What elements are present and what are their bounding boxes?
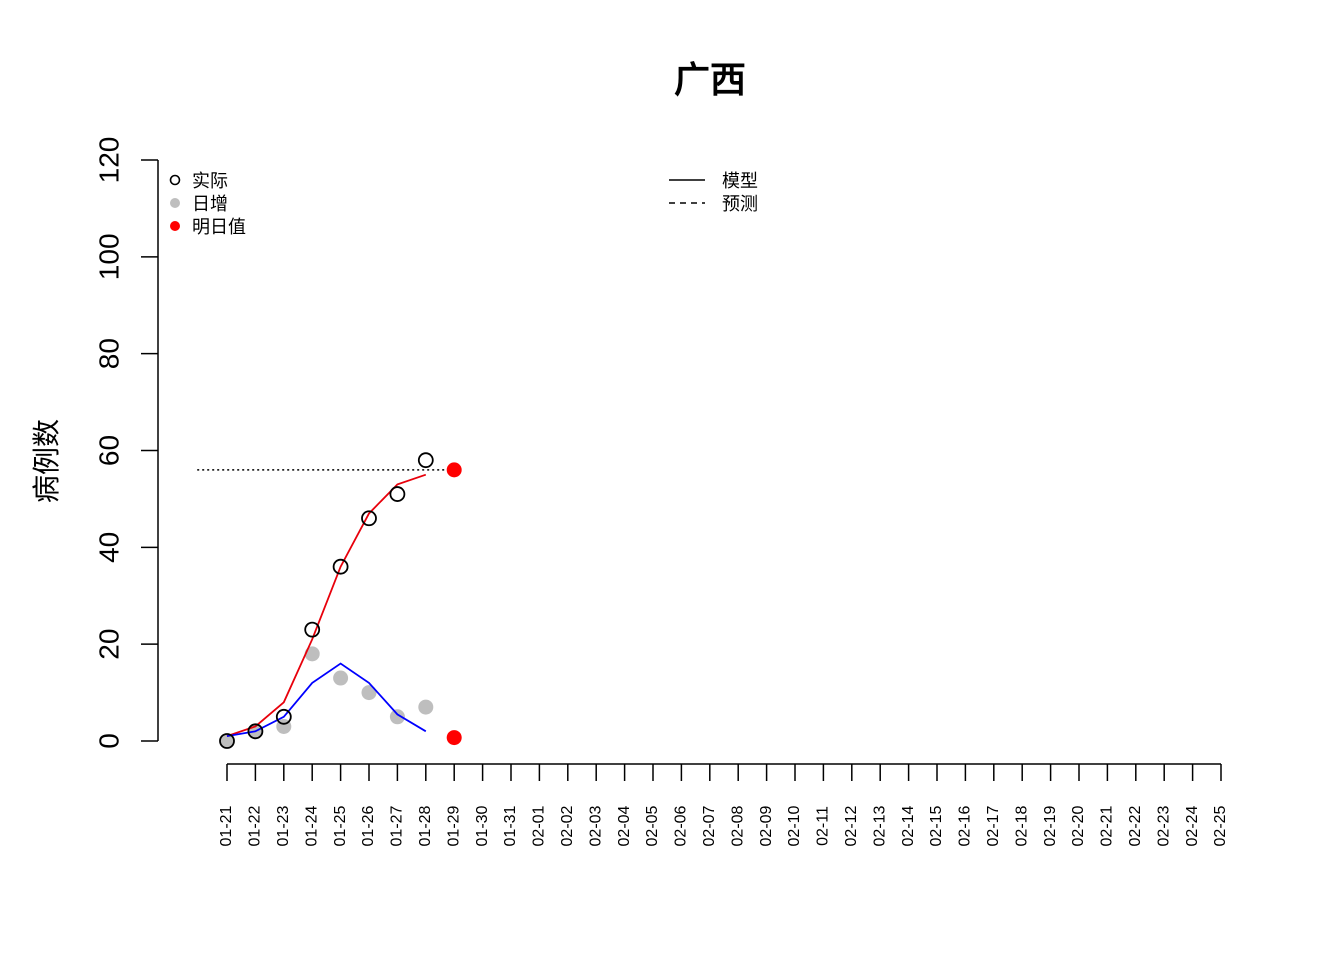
x-tick-label: 02-21	[1099, 805, 1116, 846]
x-tick-label: 01-25	[332, 805, 349, 846]
next-day-point	[446, 462, 462, 478]
actual-point	[417, 452, 434, 469]
x-tick-label: 02-06	[673, 805, 690, 846]
x-tick-label: 02-04	[616, 805, 633, 846]
x-tick-label: 01-21	[218, 805, 235, 846]
x-tick-label: 02-05	[644, 805, 661, 846]
actual-point	[219, 733, 235, 749]
x-tick-label: 01-27	[389, 805, 406, 846]
legend-marker	[169, 174, 181, 186]
y-tick-label: 20	[93, 629, 124, 660]
x-tick-label: 01-31	[502, 805, 519, 846]
x-tick-label: 01-26	[360, 805, 377, 846]
chart-title: 广西	[674, 60, 746, 101]
actual-point	[304, 621, 321, 638]
x-tick-label: 02-01	[531, 805, 548, 846]
y-tick-label: 60	[93, 435, 124, 466]
x-tick-label: 01-30	[474, 805, 491, 846]
series-layer	[197, 452, 462, 749]
legend-label: 明日值	[192, 217, 246, 238]
y-tick-label: 80	[93, 338, 124, 369]
daily-point	[304, 646, 320, 662]
x-tick-label: 02-22	[1127, 805, 1144, 846]
x-tick-label: 02-08	[729, 805, 746, 846]
x-tick-label: 02-24	[1184, 805, 1201, 846]
x-tick-label: 02-13	[871, 805, 888, 846]
actual-point	[361, 510, 377, 527]
x-tick-label: 02-25	[1212, 805, 1229, 846]
legend-label: 模型	[722, 171, 758, 192]
x-tick-label: 01-29	[445, 805, 462, 846]
actual-point	[247, 723, 264, 740]
legend-label: 日增	[192, 194, 228, 215]
legend-marker	[170, 221, 180, 231]
daily-point	[333, 670, 349, 686]
x-tick-label: 02-02	[559, 805, 576, 846]
daily-point	[361, 685, 377, 701]
x-tick-label: 02-11	[815, 806, 832, 846]
legend-label: 实际	[192, 171, 228, 192]
x-tick-label: 02-23	[1155, 805, 1172, 846]
y-tick-label: 40	[93, 532, 124, 563]
x-tick-label: 02-10	[786, 805, 803, 846]
model-cumulative-line	[226, 473, 427, 738]
legend-label: 预测	[722, 194, 758, 215]
x-tick-label: 02-12	[843, 805, 860, 846]
x-tick-label: 02-16	[957, 805, 974, 846]
next-day-point	[446, 730, 462, 746]
x-tick-label: 01-28	[417, 805, 434, 846]
x-tick-label: 02-20	[1070, 805, 1087, 846]
model-daily-line	[226, 662, 427, 738]
actual-point	[389, 486, 406, 502]
daily-point	[389, 709, 405, 725]
x-tick-label: 01-23	[275, 805, 292, 846]
x-tick-label: 02-07	[701, 805, 718, 846]
x-tick-label: 01-24	[303, 805, 320, 846]
x-tick-label: 01-22	[247, 805, 264, 846]
y-tick-label: 120	[93, 137, 124, 184]
x-tick-label: 02-03	[587, 805, 604, 846]
legend-marker	[170, 198, 180, 208]
x-tick-label: 02-19	[1042, 805, 1059, 846]
x-tick-label: 02-18	[1013, 805, 1030, 846]
y-tick-label: 100	[93, 233, 124, 280]
x-tick-label: 02-17	[985, 805, 1002, 846]
x-tick-label: 02-09	[758, 805, 775, 846]
axes: 0 20 40 60 80 100 120 01-21 01-22 01-23 01-24 01-25…	[93, 137, 1229, 847]
x-tick-label: 02-14	[900, 805, 917, 846]
x-tick-label: 02-15	[928, 805, 945, 846]
y-axis-label: 病例数	[30, 419, 63, 503]
daily-point	[418, 699, 434, 715]
daily-point	[219, 733, 235, 749]
actual-point	[275, 708, 292, 725]
y-tick-label: 0	[93, 733, 124, 749]
actual-point	[332, 558, 349, 575]
